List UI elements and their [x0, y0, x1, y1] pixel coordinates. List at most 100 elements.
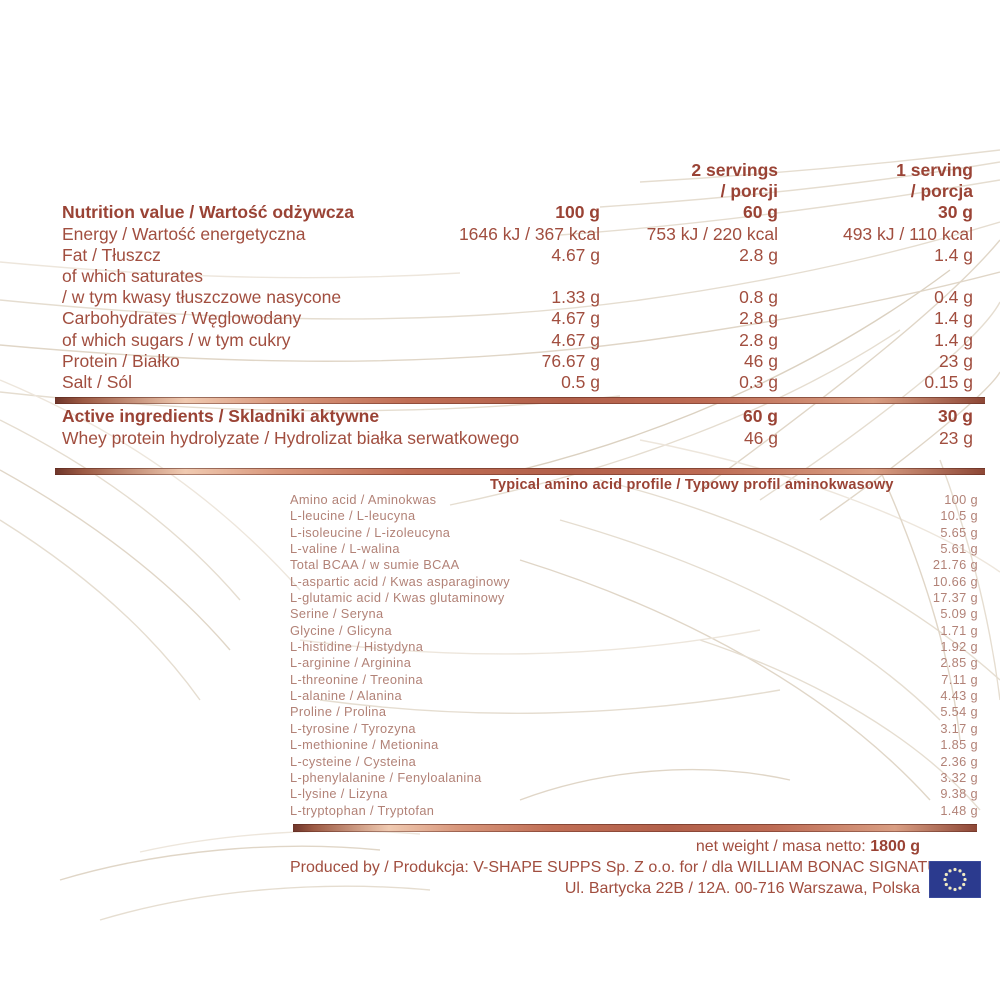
divider-bar-top	[55, 397, 985, 404]
list-item: L-isoleucine / L-izoleucyna 5.65 g	[290, 525, 978, 541]
row-value-60g: 2.8 g	[739, 308, 778, 329]
amino-value: 10.66 g	[932, 573, 978, 589]
serving-1-label: 1 serving	[896, 160, 973, 180]
amino-value: 10.5 g	[940, 508, 978, 524]
amino-label: L-aspartic acid / Kwas asparaginowy	[290, 573, 510, 589]
row-value-100g: 4.67 g	[551, 329, 600, 350]
amino-value: 1.71 g	[940, 622, 978, 638]
amino-label: Proline / Prolina	[290, 704, 387, 720]
whey-value-30g: 23 g	[938, 428, 973, 448]
amino-value: 4.43 g	[940, 688, 978, 704]
row-label: Carbohydrates / Węglowodany	[62, 308, 302, 329]
col-100g-header: 100 g	[555, 202, 600, 223]
row-label: of which sugars / w tym cukry	[62, 329, 291, 350]
list-item: L-threonine / Treonina 7.11 g	[290, 672, 978, 688]
servings-header-row-1: 2 servings 1 serving	[62, 160, 985, 181]
amino-label: L-tyrosine / Tyrozyna	[290, 720, 416, 736]
active-60g-header: 60 g	[742, 406, 778, 426]
row-value-30g: 493 kJ / 110 kcal	[842, 223, 973, 244]
amino-label: L-alanine / Alanina	[290, 688, 402, 704]
row-value-60g: 2.8 g	[739, 244, 778, 265]
row-value-100g: 4.67 g	[551, 308, 600, 329]
produced-by-line: Produced by / Produkcja: V-SHAPE SUPPS S…	[290, 859, 962, 876]
row-label: Fat / Tłuszcz	[62, 244, 161, 265]
amino-acid-list: Amino acid / Aminokwas 100 g L-leucine /…	[290, 492, 978, 819]
list-item: L-valine / L-walina 5.61 g	[290, 541, 978, 557]
list-item: Total BCAA / w sumie BCAA 21.76 g	[290, 557, 978, 573]
list-item: Glycine / Glicyna 1.71 g	[290, 623, 978, 639]
amino-label: L-methionine / Metionina	[290, 737, 439, 753]
divider-bar-middle	[55, 468, 985, 475]
amino-label: L-glutamic acid / Kwas glutaminowy	[290, 590, 505, 606]
whey-protein-label: Whey protein hydrolyzate / Hydrolizat bi…	[62, 428, 520, 448]
amino-value: 9.38 g	[940, 786, 978, 802]
row-value-60g: 753 kJ / 220 kcal	[646, 223, 778, 244]
table-row: Energy / Wartość energetyczna 1646 kJ / …	[62, 224, 985, 245]
eu-flag-icon	[929, 861, 981, 898]
row-value-100g: 76.67 g	[541, 350, 600, 371]
row-value-60g: 46 g	[743, 350, 778, 371]
list-item: L-alanine / Alanina 4.43 g	[290, 688, 978, 704]
row-value-60g: 0.8 g	[739, 287, 778, 308]
row-label: Salt / Sól	[62, 371, 133, 392]
row-value-100g: 1646 kJ / 367 kcal	[458, 223, 600, 244]
serving-1-sublabel: / porcja	[910, 181, 973, 202]
active-30g-header: 30 g	[937, 406, 973, 426]
row-label: / w tym kwasy tłuszczowe nasycone	[62, 287, 342, 308]
amino-value: 7.11 g	[941, 671, 978, 687]
list-item: L-histidine / Histydyna 1.92 g	[290, 639, 978, 655]
amino-value: 21.76 g	[932, 557, 978, 573]
row-value-100g: 0.5 g	[561, 371, 600, 392]
row-value-30g: 0.15 g	[924, 371, 973, 392]
amino-label: L-histidine / Histydyna	[290, 639, 424, 655]
table-row: of which sugars / w tym cukry 4.67 g 2.8…	[62, 330, 985, 351]
footer: net weight / masa netto: 1800 g Produced…	[290, 836, 962, 899]
row-label: of which saturates	[62, 265, 204, 286]
amino-label: L-cysteine / Cysteina	[290, 753, 417, 769]
amino-label: L-isoleucine / L-izoleucyna	[290, 524, 451, 540]
servings-header-row-2: / porcji / porcja	[62, 181, 985, 202]
amino-label: L-lysine / Lizyna	[290, 786, 388, 802]
net-weight-value: 1800 g	[870, 838, 920, 855]
row-value-30g: 1.4 g	[934, 308, 973, 329]
list-item: L-lysine / Lizyna 9.38 g	[290, 786, 978, 802]
table-row: / w tym kwasy tłuszczowe nasycone 1.33 g…	[62, 287, 985, 308]
active-ingredients-title-row: Active ingredients / Skladniki aktywne 6…	[62, 406, 985, 428]
row-value-60g: 2.8 g	[739, 329, 778, 350]
row-value-100g: 4.67 g	[551, 244, 600, 265]
list-item: L-cysteine / Cysteina 2.36 g	[290, 754, 978, 770]
nutrition-title: Nutrition value / Wartość odżywcza	[62, 202, 355, 223]
list-item: L-phenylalanine / Fenyloalanina 3.32 g	[290, 770, 978, 786]
list-item: Serine / Seryna 5.09 g	[290, 606, 978, 622]
amino-label: L-phenylalanine / Fenyloalanina	[290, 769, 482, 785]
amino-label: L-threonine / Treonina	[290, 671, 423, 687]
whey-protein-row: Whey protein hydrolyzate / Hydrolizat bi…	[62, 428, 985, 450]
amino-label: L-leucine / L-leucyna	[290, 508, 416, 524]
amino-label: Amino acid / Aminokwas	[290, 492, 437, 507]
table-row: Fat / Tłuszcz 4.67 g 2.8 g 1.4 g	[62, 245, 985, 266]
nutrition-title-row: Nutrition value / Wartość odżywcza 100 g…	[62, 202, 985, 223]
row-label: Energy / Wartość energetyczna	[62, 223, 306, 244]
address-line: Ul. Bartycka 22B / 12A. 00-716 Warszawa,…	[564, 880, 920, 897]
row-value-100g: 1.33 g	[551, 287, 600, 308]
amino-value: 3.17 g	[940, 720, 978, 736]
list-item: L-arginine / Arginina 2.85 g	[290, 655, 978, 671]
amino-value: 5.54 g	[940, 704, 978, 720]
row-value-30g: 1.4 g	[934, 244, 973, 265]
col-60g-header: 60 g	[742, 202, 778, 223]
amino-label: L-valine / L-walina	[290, 541, 400, 557]
row-value-30g: 1.4 g	[934, 329, 973, 350]
table-row: Protein / Białko 76.67 g 46 g 23 g	[62, 351, 985, 372]
nutrition-rows: Energy / Wartość energetyczna 1646 kJ / …	[62, 224, 985, 394]
active-ingredients-table: Active ingredients / Skladniki aktywne 6…	[62, 406, 985, 450]
amino-label: Glycine / Glicyna	[290, 622, 392, 638]
list-item: L-leucine / L-leucyna 10.5 g	[290, 508, 978, 524]
list-item: Amino acid / Aminokwas 100 g	[290, 492, 978, 508]
amino-value: 5.09 g	[940, 606, 978, 622]
whey-value-60g: 46 g	[743, 428, 778, 448]
row-value-30g: 23 g	[938, 350, 973, 371]
servings-2-label: 2 servings	[691, 160, 778, 180]
nutrition-table: 2 servings 1 serving / porcji / porcja N…	[62, 160, 985, 393]
amino-value: 5.61 g	[940, 541, 978, 557]
